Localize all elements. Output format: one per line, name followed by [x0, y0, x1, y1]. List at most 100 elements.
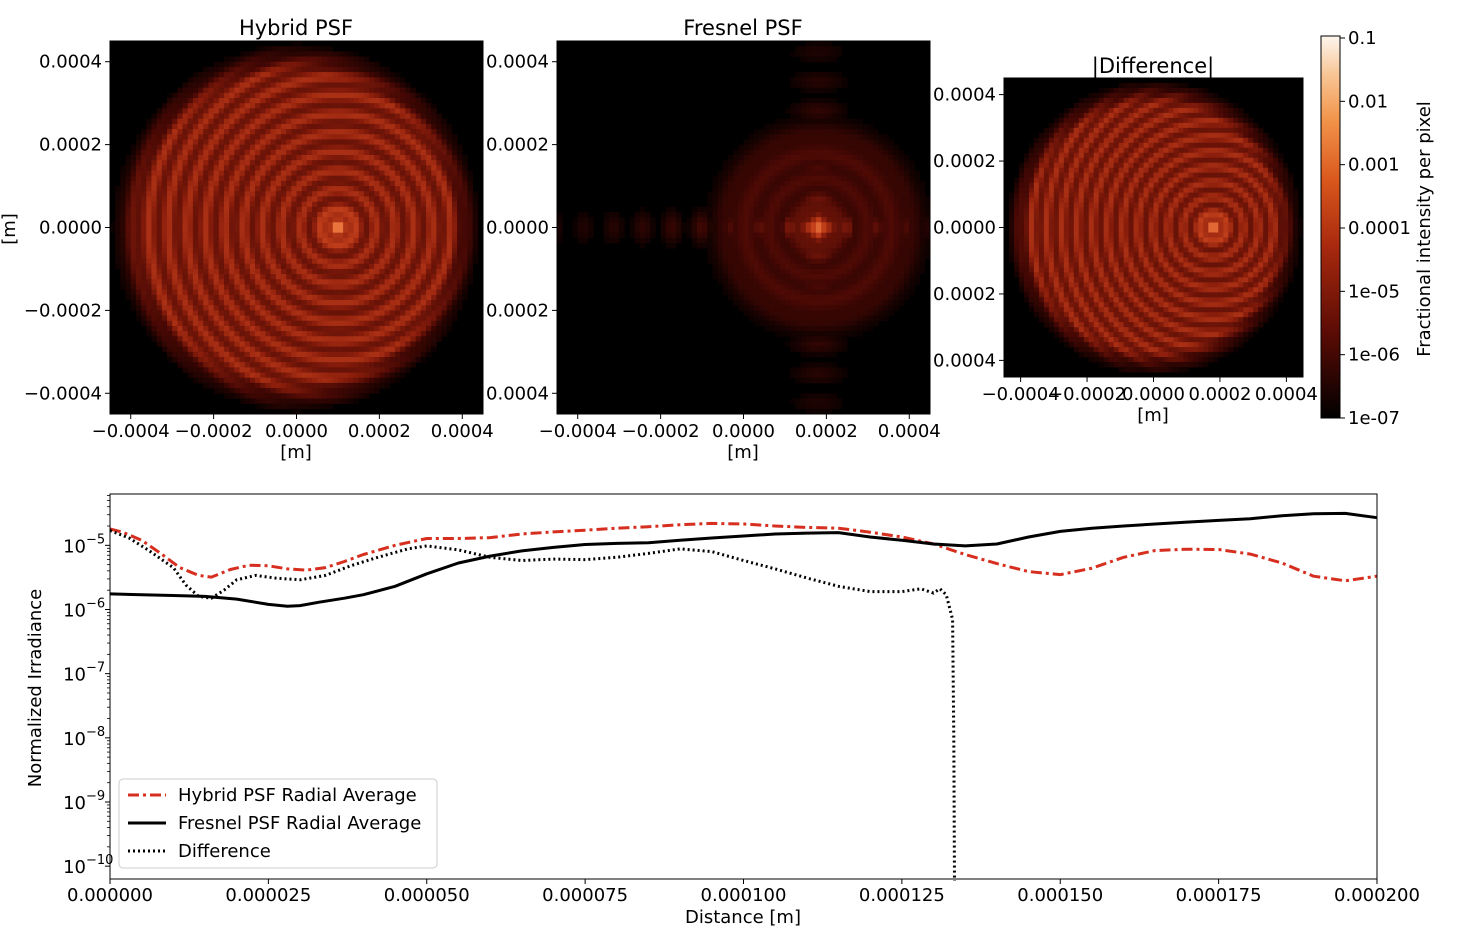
hybrid-psf-pixel: [125, 263, 132, 270]
hybrid-psf-pixel: [374, 134, 380, 140]
hybrid-psf-pixel: [208, 248, 215, 254]
fresnel-psf-pixel: [748, 211, 755, 218]
hybrid-psf-pixel: [270, 175, 277, 182]
hybrid-psf-pixel: [192, 196, 199, 202]
hybrid-psf-pixel: [172, 336, 178, 342]
hybrid-psf-pixel: [301, 134, 308, 140]
fresnel-psf-pixel: [603, 222, 610, 228]
hybrid-psf-pixel: [208, 217, 215, 223]
hybrid-psf-pixel: [451, 211, 458, 218]
hybrid-psf-pixel: [156, 300, 163, 306]
hybrid-psf-pixel: [415, 310, 422, 316]
hybrid-psf-pixel: [275, 56, 282, 63]
fresnel-psf-pixel: [790, 154, 796, 161]
fresnel-psf-pixel: [836, 180, 843, 187]
hybrid-psf-pixel: [322, 180, 328, 187]
hybrid-psf-pixel: [187, 196, 194, 202]
hybrid-psf-pixel: [244, 82, 251, 89]
hybrid-psf-pixel: [337, 160, 344, 166]
hybrid-psf-pixel: [343, 351, 349, 358]
fresnel-psf-pixel: [759, 149, 765, 156]
hybrid-psf-pixel: [337, 175, 344, 182]
hybrid-psf-pixel: [270, 217, 277, 223]
hybrid-psf-pixel: [317, 113, 323, 120]
hybrid-psf-pixel: [223, 372, 230, 379]
fresnel-psf-pixel: [608, 211, 615, 218]
fresnel-psf-title: Fresnel PSF: [683, 16, 802, 40]
fresnel-psf-pixel: [831, 123, 838, 130]
hybrid-psf-pixel: [115, 227, 121, 234]
hybrid-psf-pixel: [192, 372, 199, 379]
hybrid-psf-pixel: [239, 170, 246, 177]
hybrid-psf-pixel: [192, 108, 199, 114]
hybrid-psf-pixel: [441, 294, 448, 301]
hybrid-psf-pixel: [161, 279, 168, 285]
hybrid-psf-pixel: [405, 263, 411, 270]
fresnel-psf-pixel: [779, 217, 786, 223]
hybrid-psf-pixel: [125, 201, 132, 208]
hybrid-psf-pixel: [192, 211, 199, 218]
hybrid-psf-pixel: [369, 154, 375, 161]
hybrid-psf-pixel: [177, 305, 183, 311]
hybrid-psf-pixel: [348, 357, 354, 363]
hybrid-psf-pixel: [394, 300, 401, 306]
hybrid-psf-pixel: [322, 279, 328, 285]
fresnel-psf-pixel: [722, 232, 729, 239]
hybrid-psf-xtick-label: −0.0004: [92, 421, 170, 442]
hybrid-psf-pixel: [213, 113, 220, 120]
hybrid-psf-pixel: [291, 149, 297, 156]
hybrid-psf-pixel: [436, 222, 442, 228]
fresnel-psf-pixel: [557, 222, 563, 228]
hybrid-psf-pixel: [255, 284, 261, 291]
fresnel-psf-pixel: [904, 170, 910, 177]
hybrid-psf-pixel: [161, 103, 168, 109]
hybrid-psf-pixel: [223, 274, 230, 280]
hybrid-psf-pixel: [441, 144, 448, 151]
hybrid-psf-pixel: [348, 108, 354, 114]
hybrid-psf-pixel: [420, 211, 427, 218]
hybrid-psf-pixel: [363, 284, 370, 291]
hybrid-psf-pixel: [343, 82, 349, 89]
hybrid-psf-pixel: [394, 129, 401, 135]
hybrid-psf-pixel: [249, 217, 256, 223]
hybrid-psf-pixel: [441, 237, 448, 244]
fresnel-psf-pixel: [784, 211, 791, 218]
fresnel-psf-pixel: [753, 206, 760, 213]
fresnel-psf-pixel: [836, 118, 843, 125]
hybrid-psf-pixel: [208, 305, 215, 311]
hybrid-psf-pixel: [187, 206, 194, 213]
hybrid-psf-pixel: [166, 325, 173, 332]
hybrid-psf-pixel: [280, 284, 287, 291]
hybrid-psf-pixel: [223, 351, 230, 358]
hybrid-psf-pixel: [389, 118, 396, 125]
hybrid-psf-pixel: [255, 274, 261, 280]
fresnel-psf-pixel: [779, 144, 786, 151]
hybrid-psf-pixel: [472, 217, 479, 223]
hybrid-psf-pixel: [208, 118, 215, 125]
fresnel-psf-pixel: [764, 201, 770, 208]
hybrid-psf-pixel: [389, 206, 396, 213]
hybrid-psf-pixel: [151, 217, 158, 223]
hybrid-psf-pixel: [229, 144, 235, 151]
hybrid-psf-pixel: [156, 206, 163, 213]
hybrid-psf-pixel: [229, 341, 235, 348]
hybrid-psf-pixel: [182, 341, 189, 348]
fresnel-psf-pixel: [717, 186, 724, 192]
hybrid-psf-pixel: [358, 258, 365, 265]
hybrid-psf-pixel: [306, 87, 313, 94]
hybrid-psf-pixel: [322, 331, 328, 337]
fresnel-psf-pixel: [836, 196, 843, 202]
hybrid-psf-pixel: [394, 232, 401, 239]
fresnel-psf-pixel: [650, 227, 656, 234]
hybrid-psf-pixel: [426, 97, 432, 104]
fresnel-psf-pixel: [888, 139, 895, 146]
hybrid-psf-pixel: [166, 222, 173, 228]
hybrid-psf-pixel: [244, 170, 251, 177]
fresnel-psf-pixel: [779, 180, 786, 187]
hybrid-psf-pixel: [218, 294, 225, 301]
hybrid-psf-pixel: [348, 274, 354, 280]
hybrid-psf-pixel: [379, 222, 385, 228]
hybrid-psf-pixel: [296, 175, 303, 182]
hybrid-psf-pixel: [260, 92, 266, 99]
hybrid-psf-pixel: [327, 211, 334, 218]
